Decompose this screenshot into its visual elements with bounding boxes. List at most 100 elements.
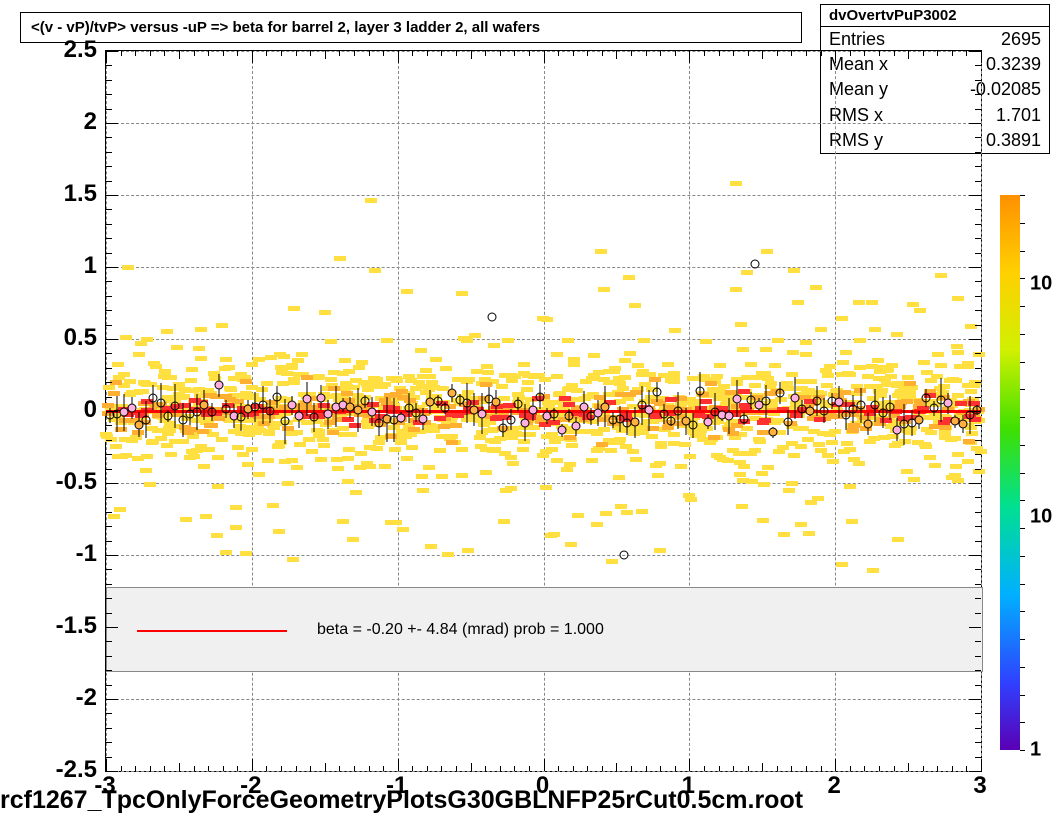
scatter-cell (929, 424, 941, 429)
scatter-cell (848, 457, 860, 462)
scatter-cell (929, 463, 941, 468)
scatter-cell (537, 316, 549, 321)
y-minor-tick (975, 238, 981, 239)
profile-marker (871, 401, 880, 410)
y-minor-tick (106, 541, 112, 542)
y-minor-tick (975, 728, 981, 729)
scatter-cell (275, 440, 287, 445)
scatter-cell (745, 362, 757, 367)
scatter-cell (586, 458, 598, 463)
colorbar-minor-tick (1020, 528, 1025, 529)
scatter-cell (376, 384, 388, 389)
x-minor-tick (602, 51, 603, 56)
x-minor-tick (573, 766, 574, 771)
x-minor-tick (777, 766, 778, 771)
scatter-cell (148, 361, 160, 366)
profile-marker (550, 410, 559, 419)
stats-rmsy-val: 0.3891 (986, 128, 1041, 153)
x-minor-tick (558, 51, 559, 56)
x-minor-tick (223, 51, 224, 56)
legend-line (137, 630, 287, 632)
scatter-cell (714, 363, 726, 368)
ytick-label: -2.5 (0, 756, 97, 784)
profile-marker (725, 411, 734, 420)
x-minor-tick (689, 51, 690, 63)
y-minor-tick (106, 209, 112, 210)
scatter-cell (216, 437, 228, 442)
ytick-label: 0 (0, 396, 97, 424)
profile-marker (740, 414, 749, 423)
x-minor-tick (237, 766, 238, 771)
scatter-cell (846, 519, 858, 524)
scatter-cell (914, 308, 926, 313)
profile-marker (528, 405, 537, 414)
y-minor-tick (975, 296, 981, 297)
scatter-cell (711, 453, 723, 458)
scatter-cell (371, 446, 383, 451)
scatter-cell (498, 519, 510, 524)
scatter-cell (118, 372, 130, 377)
scatter-cell (952, 350, 964, 355)
scatter-cell (615, 504, 627, 509)
profile-marker (280, 417, 289, 426)
profile-marker (499, 424, 508, 433)
x-minor-tick (937, 766, 938, 771)
x-minor-tick (879, 766, 880, 771)
scatter-cell (426, 380, 438, 385)
scatter-cell (391, 378, 403, 383)
colorbar-minor-tick (1020, 584, 1025, 585)
scatter-cell (564, 462, 576, 467)
ytick-label: 0.5 (0, 324, 97, 352)
stats-entries-label: Entries (829, 27, 885, 52)
scatter-cell (973, 469, 985, 474)
scatter-cell (854, 338, 866, 343)
scatter-cell (291, 465, 303, 470)
y-minor-tick (969, 195, 981, 196)
scatter-cell (619, 358, 631, 363)
scatter-cell (483, 428, 495, 433)
scatter-cell (675, 396, 687, 401)
scatter-cell (925, 430, 937, 435)
scatter-cell (966, 431, 978, 436)
scatter-cell (438, 424, 450, 429)
scatter-cell (946, 475, 958, 480)
x-minor-tick (485, 766, 486, 771)
profile-marker (769, 428, 778, 437)
x-minor-tick (923, 766, 924, 771)
x-minor-tick (296, 766, 297, 771)
scatter-cell (211, 533, 223, 538)
scatter-cell (446, 434, 458, 439)
scatter-cell (630, 457, 642, 462)
x-minor-tick (573, 51, 574, 56)
y-minor-tick (106, 483, 118, 484)
scatter-cell (951, 344, 963, 349)
y-minor-tick (106, 80, 112, 81)
colorbar-tick: 10 (1030, 505, 1052, 528)
y-minor-tick (975, 440, 981, 441)
scatter-cell (101, 434, 113, 439)
legend-text: beta = -0.20 +- 4.84 (mrad) prob = 1.000 (317, 621, 604, 639)
scatter-cell (629, 303, 641, 308)
scatter-cell (400, 434, 412, 439)
x-minor-tick (223, 766, 224, 771)
scatter-cell (436, 474, 448, 479)
y-minor-tick (106, 368, 112, 369)
x-minor-tick (806, 51, 807, 56)
scatter-cell (907, 302, 919, 307)
scatter-cell (837, 360, 849, 365)
scatter-cell (416, 474, 428, 479)
outlier-marker (488, 313, 497, 322)
scatter-cell (180, 517, 192, 522)
scatter-cell (800, 340, 812, 345)
scatter-cell (962, 459, 974, 464)
x-minor-tick (923, 51, 924, 56)
scatter-cell (163, 426, 175, 431)
scatter-cell (482, 370, 494, 375)
profile-marker (324, 410, 333, 419)
scatter-cell (947, 377, 959, 382)
scatter-cell (415, 348, 427, 353)
scatter-cell (141, 337, 153, 342)
scatter-cell (787, 350, 799, 355)
y-minor-tick (106, 757, 112, 758)
scatter-cell (488, 343, 500, 348)
